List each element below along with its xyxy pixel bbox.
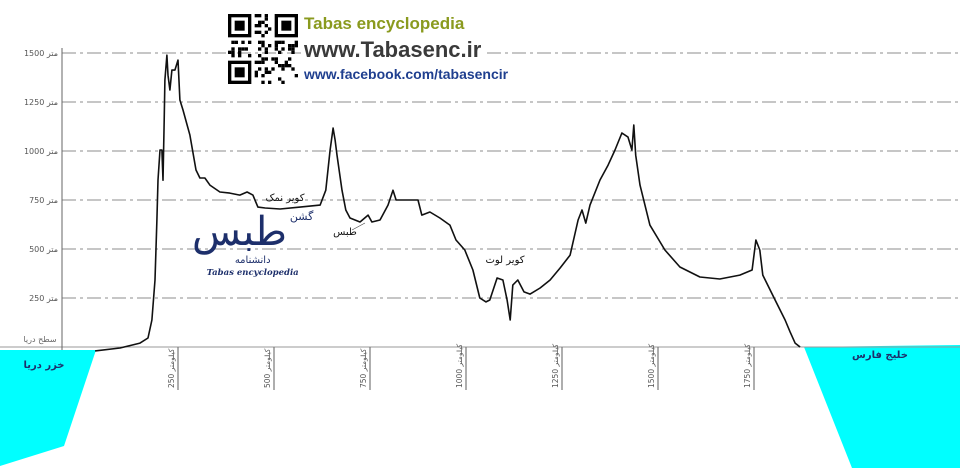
annotation-2: کویر لوت (485, 255, 524, 266)
x-tick-label-1750: 1750 کیلومتر (743, 343, 752, 388)
logo-text-sub: دانشنامه (234, 255, 271, 266)
website-link[interactable]: www.Tabasenc.ir (304, 37, 486, 63)
tabas-encyclopedia-logo: طبس گشن دانشنامه Tabas encyclopedia (192, 210, 313, 279)
y-tick-label-500: 500 متر (29, 245, 58, 254)
y-tick-label-250: 250 متر (29, 294, 58, 303)
elevation-line (95, 54, 801, 352)
logo-main-row: طبس گشن (192, 210, 313, 254)
x-tick-label-1500: 1500 کیلومتر (647, 343, 656, 388)
caspian-sea-area (0, 350, 96, 466)
qr-code-icon (228, 14, 298, 84)
annotation-1: طبس (333, 227, 357, 238)
annotation-leader (351, 222, 366, 231)
x-tick-label-500: 500 کیلومتر (263, 348, 272, 388)
caspian-sea-label: خزر دریا (23, 360, 64, 371)
sea-level-label: سطح دریا (23, 335, 56, 344)
x-tick-label-1250: 1250 کیلومتر (551, 343, 560, 388)
site-title: Tabas encyclopedia (304, 14, 465, 33)
x-tick-label-1000: 1000 کیلومتر (455, 343, 464, 388)
y-tick-label-1250: 1250 متر (24, 98, 58, 107)
persian-gulf-area (804, 345, 960, 468)
logo-text-en: Tabas encyclopedia (206, 268, 299, 278)
persian-gulf-label: خلیج فارس (852, 350, 908, 361)
y-tick-label-750: 750 متر (29, 196, 58, 205)
logo-text-small: گشن (289, 210, 314, 223)
y-tick-label-1500: 1500 متر (24, 49, 58, 58)
logo-text-main: طبس (192, 209, 287, 255)
facebook-link[interactable]: www.facebook.com/tabasencir (304, 66, 509, 82)
x-tick-label-750: 750 کیلومتر (359, 348, 368, 388)
x-tick-label-250: 250 کیلومتر (167, 348, 176, 388)
y-tick-label-1000: 1000 متر (24, 147, 58, 156)
annotation-0: کویر نمک (266, 193, 305, 204)
